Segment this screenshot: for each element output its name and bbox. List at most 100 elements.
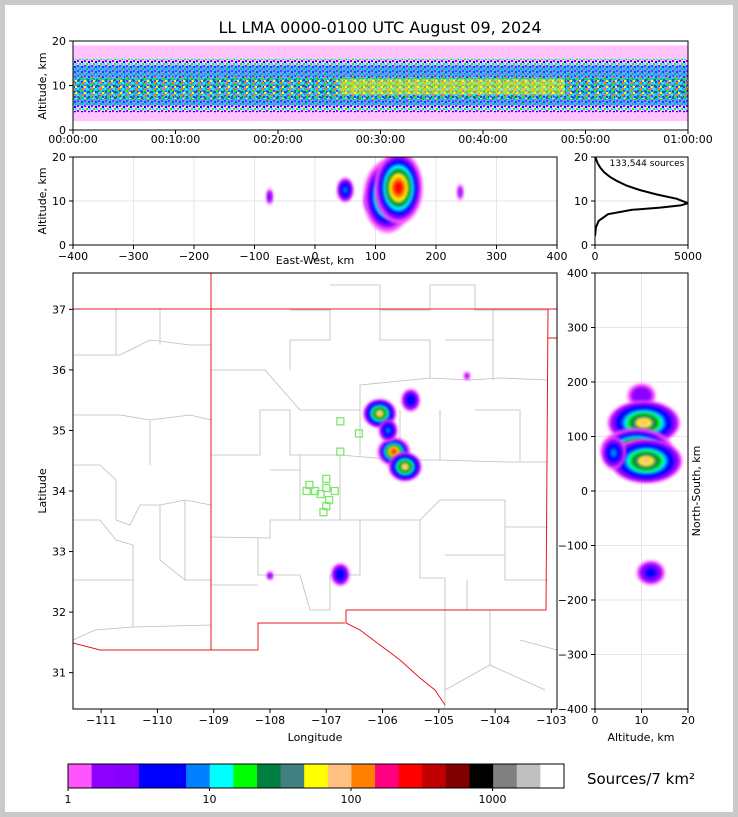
ew-xtick-label: −400 — [58, 250, 88, 263]
ns-xtick-label: 10 — [635, 714, 649, 727]
colorbar-swatch — [398, 764, 423, 788]
colorbar-tick-label: 100 — [341, 793, 362, 806]
ns-ytick-label: 200 — [567, 376, 588, 389]
ew-ytick-label: 10 — [52, 195, 66, 208]
lma-station-marker — [336, 447, 345, 456]
time-height-ylabel: Altitude, km — [36, 52, 49, 119]
map-density-mark — [377, 411, 383, 416]
ew-xtick-label: −200 — [179, 250, 209, 263]
map-density-mark — [402, 464, 408, 469]
north-south-xlabel: Altitude, km — [607, 731, 674, 744]
ns-density-mark — [610, 448, 618, 458]
th-ytick-label: 0 — [59, 124, 66, 137]
ns-ytick-label: 100 — [567, 431, 588, 444]
ew-xtick-label: 200 — [426, 250, 447, 263]
altitude-histogram-panel: 0 10 20 0 5000 133,544 sources — [574, 151, 702, 263]
histogram-line — [595, 157, 688, 237]
colorbar-swatch — [68, 764, 93, 788]
map-xtick-label: −104 — [480, 714, 510, 727]
colorbar-label: Sources/7 km² — [587, 770, 695, 788]
lma-station-marker — [330, 486, 339, 496]
colorbar: 1 10 100 1000 Sources/7 km² — [65, 763, 695, 806]
th-xtick-label: 00:50:00 — [561, 133, 610, 146]
ew-xtick-label: 0 — [312, 250, 319, 263]
map-xtick-label: −107 — [311, 714, 341, 727]
th-xtick-label: 00:00:00 — [48, 133, 97, 146]
th-ytick-label: 20 — [52, 35, 66, 48]
ew-ytick-label: 20 — [52, 151, 66, 164]
map-density-mark — [464, 373, 469, 379]
east-west-xlabel: East-West, km — [276, 254, 354, 267]
lma-station-marker — [336, 417, 345, 426]
map-xtick-label: −105 — [424, 714, 454, 727]
colorbar-swatch — [516, 764, 541, 788]
hist-xtick-label: 0 — [592, 250, 599, 263]
hist-ytick-label: 0 — [581, 239, 588, 252]
plan-view-map: 31 32 33 34 35 36 37 −111 −110 −109 −108 −107 −106 −1… — [36, 272, 566, 744]
colorbar-swatch — [115, 764, 140, 788]
ns-ytick-label: −100 — [558, 540, 588, 553]
map-ytick-label: 31 — [52, 667, 66, 680]
ew-xtick-label: 400 — [547, 250, 568, 263]
th-xtick-label: 00:10:00 — [151, 133, 200, 146]
map-ytick-label: 34 — [52, 485, 66, 498]
county-boundaries — [73, 284, 557, 708]
lma-station-marker — [319, 508, 328, 517]
map-xtick-label: −109 — [199, 714, 229, 727]
ns-density-mark — [638, 419, 650, 427]
colorbar-swatch — [540, 764, 565, 788]
colorbar-swatch — [91, 764, 116, 788]
colorbar-swatch — [162, 764, 187, 788]
lma-figure: LL LMA 0000-0100 UTC August 09, 2024 010… — [36, 18, 713, 806]
colorbar-swatch — [351, 764, 376, 788]
colorbar-swatch — [493, 764, 518, 788]
figure-frame: LL LMA 0000-0100 UTC August 09, 2024 0 10… — [5, 5, 733, 812]
colorbar-swatch — [209, 764, 234, 788]
lma-station-marker — [322, 501, 331, 511]
map-ytick-label: 35 — [52, 424, 66, 437]
colorbar-tick-label: 1000 — [479, 793, 507, 806]
map-density-mark — [337, 570, 344, 579]
map-density-mark — [385, 427, 391, 434]
th-ytick-label: 10 — [52, 80, 66, 93]
map-ytick-label: 33 — [52, 546, 66, 559]
lma-station-marker — [354, 429, 364, 438]
state-boundaries — [73, 273, 557, 706]
th-xtick-label: 00:20:00 — [253, 133, 302, 146]
ew-density-mark — [458, 186, 463, 198]
colorbar-swatch — [256, 764, 282, 788]
ns-density-mark — [634, 389, 649, 402]
ns-ytick-label: −200 — [558, 594, 588, 607]
map-ytick-label: 37 — [52, 303, 66, 316]
colorbar-swatch — [422, 764, 447, 788]
map-density-mark — [407, 396, 414, 404]
map-xtick-label: −106 — [367, 714, 397, 727]
ns-ytick-label: 0 — [581, 485, 588, 498]
colorbar-swatch — [327, 764, 352, 788]
ns-ytick-label: −400 — [558, 703, 588, 716]
ns-density-mark — [640, 457, 652, 465]
lma-station-marker — [302, 486, 311, 496]
lma-station-marker — [305, 480, 314, 490]
ns-xtick-label: 0 — [592, 714, 599, 727]
map-xtick-label: −103 — [536, 714, 566, 727]
map-xlabel: Longitude — [288, 731, 343, 744]
lma-station-marker — [322, 474, 331, 484]
source-count-annotation: 133,544 sources — [610, 159, 685, 169]
map-density-mark — [268, 573, 272, 578]
ew-density-mark — [342, 186, 348, 194]
colorbar-tick-label: 1 — [65, 793, 72, 806]
ns-xtick-label: 20 — [681, 714, 695, 727]
east-west-ylabel: Altitude, km — [36, 167, 49, 234]
ew-xtick-label: 100 — [365, 250, 386, 263]
altitude-north-south-panel: −400 −300 −200 −100 0 100 200 300 400 0 10 20 Altit… — [558, 267, 703, 744]
ew-ytick-label: 0 — [59, 239, 66, 252]
th-xtick-label: 00:30:00 — [356, 133, 405, 146]
colorbar-swatch — [304, 764, 329, 788]
ns-density-mark — [645, 567, 657, 578]
ns-ytick-label: −300 — [558, 649, 588, 662]
ew-xtick-label: −100 — [239, 250, 269, 263]
colorbar-swatch — [138, 764, 163, 788]
hist-ytick-label: 10 — [574, 195, 588, 208]
time-height-panel: 0 10 20 00:00:00 00:10:00 00:20:00 00:30:00 00:… — [36, 35, 713, 146]
